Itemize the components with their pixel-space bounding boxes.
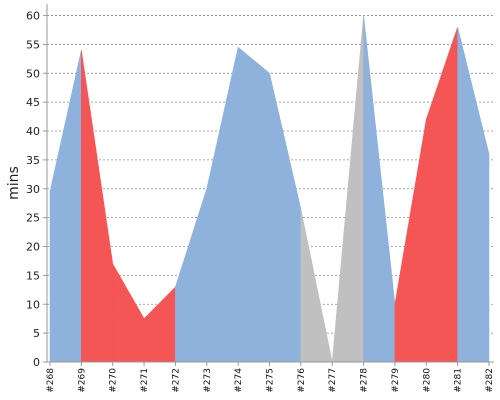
y-tick-label: 0 (33, 356, 40, 369)
x-tick-label: #269 (77, 368, 87, 393)
y-axis-title: mins (6, 166, 22, 200)
x-tick-label: #282 (485, 368, 495, 393)
area-segment (143, 286, 176, 363)
area-segment (363, 15, 396, 363)
area-segment (394, 119, 427, 363)
y-tick-label: 45 (26, 96, 40, 109)
y-tick-label: 15 (26, 269, 40, 282)
area-segment (175, 188, 208, 363)
area-segment (300, 208, 333, 363)
area-segment (425, 27, 458, 363)
x-tick-label: #280 (422, 368, 432, 393)
x-tick-label: #274 (234, 368, 244, 393)
x-tick-layer: #268 #269 #270 #271 #272 #273 #274 #275 #276 #277… (46, 362, 495, 393)
area-segment (269, 73, 302, 363)
y-tick-label: 40 (26, 125, 40, 138)
y-tick-label: 10 (26, 298, 40, 311)
y-tick-label: 20 (26, 241, 40, 254)
x-tick-label: #271 (140, 368, 150, 393)
y-tick-label: 50 (26, 67, 40, 80)
x-tick-label: #268 (46, 368, 56, 393)
area-segment (206, 47, 239, 363)
x-tick-label: #281 (454, 368, 464, 393)
area-segment (112, 262, 145, 363)
y-tick-label: 55 (26, 38, 40, 51)
y-tick-label: 60 (26, 10, 40, 23)
x-tick-label: #272 (171, 368, 181, 393)
x-tick-label: #275 (266, 368, 276, 393)
x-tick-label: #279 (391, 368, 401, 393)
area-segment (49, 50, 82, 363)
y-tick-label: 25 (26, 212, 40, 225)
y-tick-label: 5 (33, 327, 40, 340)
y-tick-layer: 0 5 10 15 20 25 30 35 40 45 50 55 60 (26, 10, 40, 369)
x-tick-label: #276 (297, 368, 307, 393)
y-tick-label: 35 (26, 154, 40, 167)
area-segment (81, 50, 114, 363)
area-segment (457, 27, 490, 363)
y-tick-label: 30 (26, 183, 40, 196)
x-tick-label: #277 (328, 368, 338, 393)
axis-layer (46, 4, 494, 363)
area-segment (237, 46, 270, 363)
x-tick-label: #278 (360, 368, 370, 393)
x-tick-label: #270 (109, 368, 119, 393)
area-layer (49, 15, 490, 363)
x-tick-label: #273 (203, 368, 213, 393)
